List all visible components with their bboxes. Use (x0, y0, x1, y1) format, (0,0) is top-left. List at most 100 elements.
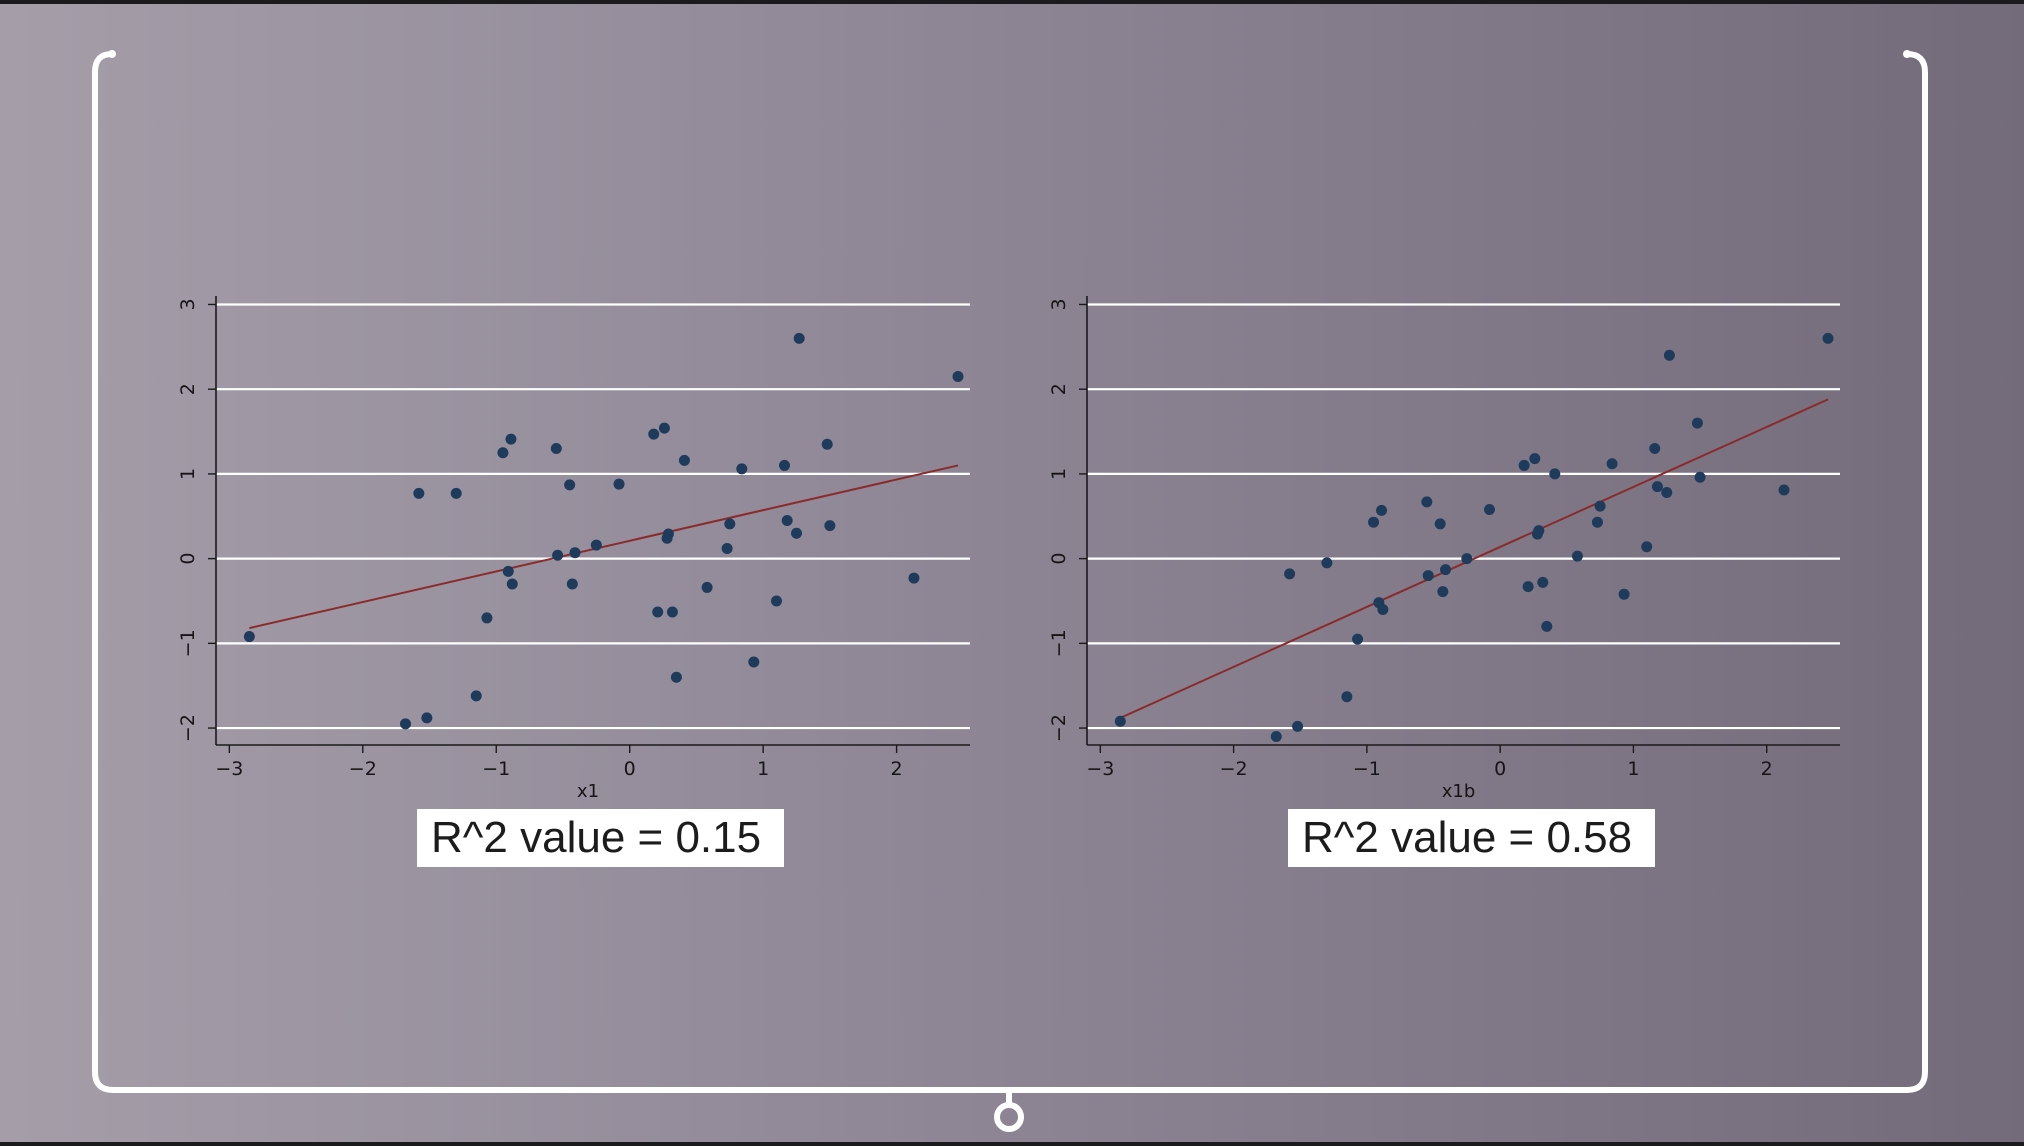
regression-fit-line (1119, 398, 1829, 719)
data-point (1618, 588, 1630, 600)
data-point (1549, 468, 1561, 480)
data-point (1661, 487, 1673, 499)
data-point (648, 428, 660, 440)
frame-corner-left-dot (108, 50, 116, 58)
y-tick-label: 1 (1048, 468, 1070, 480)
data-point (564, 479, 576, 491)
data-point (1321, 557, 1333, 569)
data-point (552, 549, 564, 561)
scatter-chart-left: −3 −2 −1 0 1 2 −2 −1 0 1 2 3 x1 R^2 value = 0.15 (177, 296, 970, 867)
data-point (1270, 731, 1282, 743)
x-tick-label: 0 (1494, 758, 1506, 780)
frame-bracket-path (92, 51, 1928, 1093)
data-point (569, 547, 581, 559)
data-point (908, 572, 920, 584)
data-point (1377, 603, 1389, 615)
data-point (1440, 564, 1452, 576)
data-point (1292, 720, 1304, 732)
x-tick-label: 0 (624, 758, 636, 780)
data-point (821, 438, 833, 450)
x-tick-label: 1 (757, 758, 769, 780)
y-tick-label: −1 (1048, 629, 1070, 657)
data-point (1434, 518, 1446, 530)
data-point (1529, 453, 1541, 465)
data-point (701, 581, 713, 593)
data-point (658, 422, 670, 434)
x-tick-label: 2 (1761, 758, 1773, 780)
x-axis-label: x1b (1442, 781, 1476, 802)
frame-ring-icon (994, 1102, 1024, 1132)
data-point (1541, 620, 1553, 632)
data-point (502, 565, 514, 577)
top-letterbox-strip (0, 0, 2024, 4)
data-point (450, 487, 462, 499)
data-point (413, 487, 425, 499)
r-squared-box (1288, 809, 1655, 867)
x-axis-label: x1 (577, 781, 599, 802)
y-tick-label: 3 (1048, 298, 1070, 310)
data-point (670, 671, 682, 683)
data-point (1352, 633, 1364, 645)
data-point (1483, 503, 1495, 515)
data-point (1571, 550, 1583, 562)
data-point (1422, 570, 1434, 582)
data-point (1537, 576, 1549, 588)
data-point (1641, 541, 1653, 553)
data-point (1522, 581, 1534, 593)
data-point (721, 542, 733, 554)
data-point (1368, 516, 1380, 528)
data-point (824, 520, 836, 532)
data-point (779, 459, 791, 471)
data-point (1421, 496, 1433, 508)
data-point (400, 718, 412, 730)
data-point (243, 631, 255, 643)
r-squared-box (417, 809, 784, 867)
data-point (952, 370, 964, 382)
data-point (1649, 442, 1661, 454)
data-point (678, 454, 690, 466)
x-tick-label: −1 (482, 758, 510, 780)
x-tick-label: −1 (1353, 758, 1381, 780)
data-point (1651, 481, 1663, 493)
data-point (666, 606, 678, 618)
x-tick-label: −2 (349, 758, 377, 780)
y-tick-label: 0 (177, 553, 199, 565)
data-point (566, 578, 578, 590)
data-point (1691, 417, 1703, 429)
data-point (590, 539, 602, 551)
y-tick-label: 0 (1048, 553, 1070, 565)
frame-bracket (92, 50, 1928, 1132)
data-point (1461, 553, 1473, 565)
data-point (1437, 586, 1449, 598)
y-tick-label: 2 (177, 383, 199, 395)
data-point (481, 612, 493, 624)
data-point (1594, 500, 1606, 512)
regression-fit-line (249, 464, 959, 630)
x-tick-label: −3 (215, 758, 243, 780)
data-point (550, 442, 562, 454)
data-point (748, 656, 760, 668)
scatter-chart-right: −3 −2 −1 0 1 2 −2 −1 0 1 2 3 x1b R^2 value = 0.58 (1048, 296, 1840, 867)
data-point (470, 690, 482, 702)
data-point (1533, 525, 1545, 537)
data-point (652, 606, 664, 618)
data-point (1606, 458, 1618, 470)
bottom-letterbox-strip (0, 1142, 2024, 1146)
data-point (1663, 349, 1675, 361)
data-point (505, 433, 517, 445)
data-point (1591, 516, 1603, 528)
data-point (497, 447, 509, 459)
data-point (1341, 691, 1353, 703)
data-point (506, 578, 518, 590)
data-point (421, 712, 433, 724)
x-tick-label: 2 (891, 758, 903, 780)
data-point (1114, 715, 1126, 727)
r-squared-label: R^2 value = 0.15 (431, 813, 761, 862)
data-point (613, 478, 625, 490)
r-squared-label: R^2 value = 0.58 (1302, 813, 1632, 862)
y-tick-label: 3 (177, 298, 199, 310)
data-point (781, 515, 793, 526)
data-point (1694, 471, 1706, 483)
y-tick-label: −2 (177, 714, 199, 742)
